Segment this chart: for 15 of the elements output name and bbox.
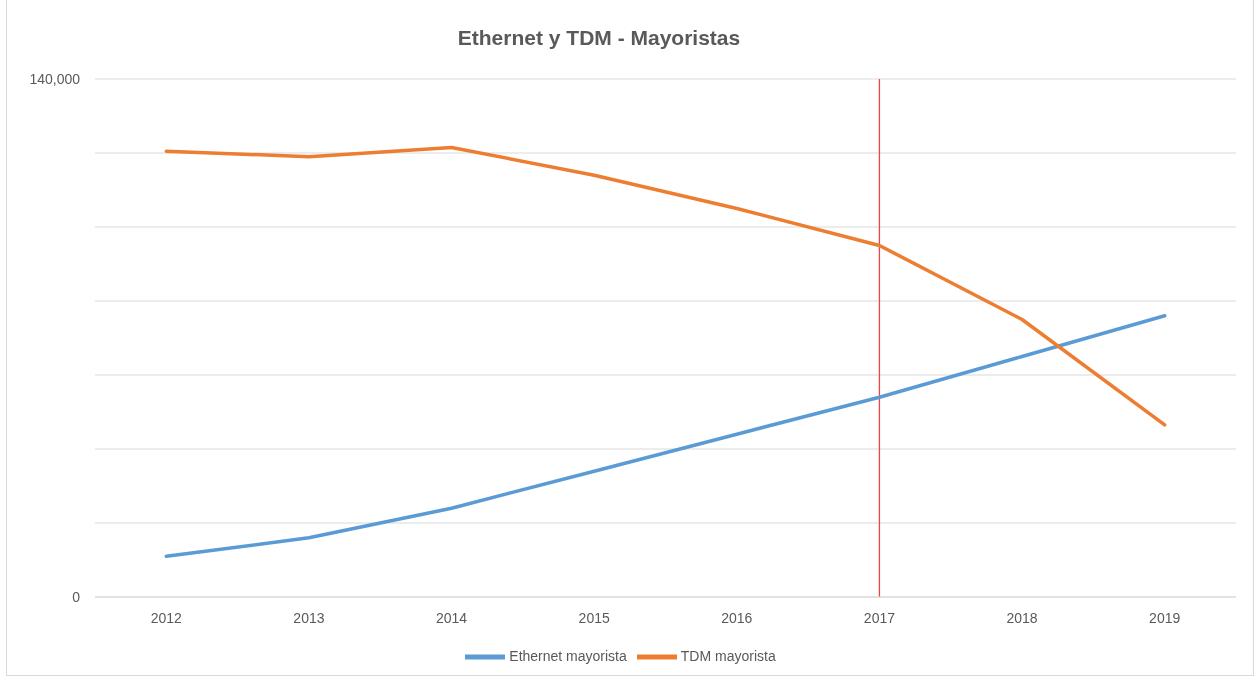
y-tick-label: 0 bbox=[72, 588, 81, 605]
x-tick-label: 2014 bbox=[435, 609, 468, 626]
x-tick-label: 2017 bbox=[863, 609, 896, 626]
line-series bbox=[164, 145, 1167, 427]
x-tick-label: 2019 bbox=[1149, 609, 1181, 626]
x-tick-label: 2012 bbox=[150, 609, 183, 626]
legend-label: TDM mayorista bbox=[680, 648, 776, 665]
x-tick-label: 2018 bbox=[1006, 609, 1038, 626]
x-tick-label: 2015 bbox=[578, 609, 610, 626]
legend-label: Ethernet mayorista bbox=[509, 648, 627, 665]
x-tick-label: 2013 bbox=[293, 609, 325, 626]
x-tick-label: 2016 bbox=[721, 609, 753, 626]
line-series bbox=[164, 314, 1167, 559]
y-tick-label: 140,000 bbox=[29, 70, 81, 87]
chart-title: Ethernet y TDM - Mayoristas bbox=[456, 26, 742, 50]
